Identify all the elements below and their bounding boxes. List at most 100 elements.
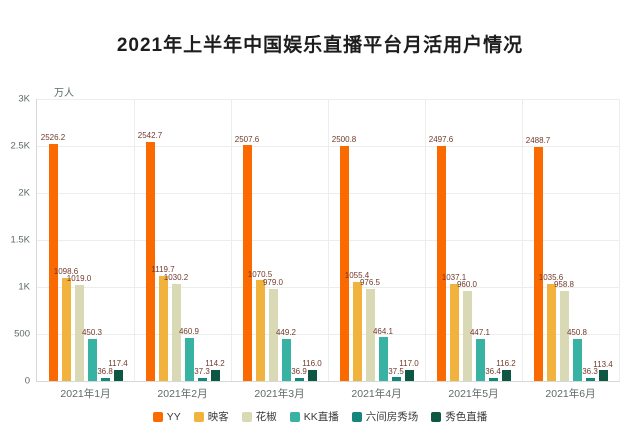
- bar-value-label: 114.2: [205, 359, 225, 369]
- bar-value-label: 116.2: [496, 359, 516, 369]
- bar-value-label: 2542.7: [137, 131, 163, 141]
- bar: 36.9: [291, 367, 307, 381]
- bar: 2542.7: [138, 131, 162, 381]
- legend-label: YY: [166, 410, 181, 423]
- bar-value-label: 979.0: [262, 278, 284, 288]
- bar: 1019.0: [67, 275, 91, 381]
- y-axis-tick-label: 500: [14, 328, 30, 340]
- legend-item[interactable]: 秀色直播: [431, 409, 487, 424]
- bar: 2526.2: [41, 133, 65, 381]
- bar: 116.0: [302, 360, 322, 381]
- y-axis-tick-label: 0: [24, 375, 30, 387]
- bar: 1037.1: [442, 273, 466, 381]
- x-axis-label: 2021年3月: [254, 388, 305, 400]
- group-separator: [425, 99, 426, 381]
- bar-value-label: 36.4: [485, 366, 501, 376]
- plot-area: 2526.2 1098.6 1019.0 450.3 36.8 117.4 2021年1月 2…: [36, 99, 620, 400]
- bar: 447.1: [470, 328, 490, 381]
- bar-group: 2500.8 1055.4 976.5 464.1 37.5 117.0 2021年4月: [328, 99, 425, 400]
- bar-value-label: 36.8: [97, 366, 113, 376]
- bar-value-label: 460.9: [178, 326, 200, 336]
- bar-value-label: 1019.0: [66, 274, 92, 284]
- legend-label: KK直播: [303, 411, 339, 423]
- bar-value-label: 36.9: [291, 366, 307, 376]
- bar-value-label: 2507.6: [234, 134, 260, 144]
- x-axis-label: 2021年6月: [545, 388, 596, 400]
- bar: 976.5: [360, 279, 380, 381]
- y-axis-tick-label: 1.5K: [10, 234, 30, 246]
- bar: 36.3: [582, 367, 598, 381]
- bar: 2500.8: [332, 135, 356, 381]
- bar-value-label: 958.8: [553, 280, 575, 290]
- bar: 2488.7: [526, 136, 550, 381]
- bar: 37.5: [388, 367, 404, 381]
- bar: 36.4: [485, 367, 501, 381]
- bar-value-label: 450.8: [566, 327, 588, 337]
- legend-swatch-icon: [241, 411, 252, 422]
- bar: 1035.6: [539, 273, 563, 381]
- bar: 2497.6: [429, 136, 453, 381]
- bar-value-label: 2488.7: [525, 136, 551, 146]
- bar-value-label: 116.0: [302, 359, 322, 369]
- bar: 1055.4: [345, 271, 369, 381]
- chart-title: 2021年上半年中国娱乐直播平台月活用户情况: [116, 35, 524, 56]
- legend-item[interactable]: KK直播: [289, 409, 339, 424]
- legend-item[interactable]: YY: [152, 410, 181, 423]
- bar-value-label: 2497.6: [428, 135, 454, 145]
- y-axis: 0 500 1K 1.5K 2K 2.5K 3K: [0, 0, 30, 431]
- bar-value-label: 37.5: [388, 366, 404, 376]
- bar: 449.2: [276, 328, 296, 381]
- legend-label: 六间房秀场: [365, 411, 419, 423]
- group-separator: [522, 99, 523, 381]
- x-axis-label: 2021年4月: [351, 388, 402, 400]
- x-axis-label: 2021年1月: [60, 388, 111, 400]
- bar: 460.9: [179, 327, 199, 381]
- legend-item[interactable]: 六间房秀场: [351, 409, 419, 424]
- bar: 117.4: [108, 359, 128, 381]
- bar-group: 2526.2 1098.6 1019.0 450.3 36.8 117.4 2021年1月: [37, 99, 134, 400]
- y-axis-tick-label: 3K: [18, 93, 30, 105]
- bar-group: 2507.6 1070.5 979.0 449.2 36.9 116.0 2021年3月: [231, 99, 328, 400]
- bar-value-label: 113.4: [593, 359, 613, 369]
- legend-swatch-icon: [351, 411, 362, 422]
- bar: 2507.6: [235, 135, 259, 381]
- legend-item[interactable]: 花椒: [241, 409, 277, 424]
- bar: 117.0: [399, 359, 419, 381]
- bar: 960.0: [457, 280, 477, 381]
- bar-value-label: 117.0: [399, 359, 419, 369]
- legend-swatch-icon: [193, 411, 204, 422]
- bar-value-label: 1035.6: [538, 272, 564, 282]
- group-separator: [231, 99, 232, 381]
- group-separator: [328, 99, 329, 381]
- bar-value-label: 449.2: [275, 327, 297, 337]
- bar: 36.8: [97, 367, 113, 381]
- group-separator: [134, 99, 135, 381]
- bar-value-label: 1030.2: [163, 273, 189, 283]
- legend-label: 秀色直播: [445, 411, 488, 423]
- bar-group: 2497.6 1037.1 960.0 447.1 36.4 116.2 2021年5月: [425, 99, 522, 400]
- legend-swatch-icon: [431, 411, 442, 422]
- bar: 113.4: [593, 360, 613, 381]
- bar: 958.8: [554, 280, 574, 381]
- bar-value-label: 2526.2: [40, 132, 66, 142]
- y-axis-tick-label: 2K: [18, 187, 30, 199]
- bar-group: 2542.7 1119.7 1030.2 460.9 37.3 114.2 2021年2月: [134, 99, 231, 400]
- legend-label: 花椒: [255, 411, 277, 423]
- bar: 1098.6: [54, 267, 78, 381]
- bar: 116.2: [496, 359, 516, 381]
- bar: 1070.5: [248, 270, 272, 381]
- bar-group: 2488.7 1035.6 958.8 450.8 36.3 113.4 2021年6月: [522, 99, 619, 400]
- legend: YY 映客 花椒 KK直播 六间房秀场 秀色直播: [0, 409, 640, 424]
- bar-value-label: 117.4: [108, 359, 128, 369]
- bar-value-label: 976.5: [359, 278, 381, 288]
- bar: 37.3: [194, 367, 210, 381]
- legend-item[interactable]: 映客: [193, 409, 229, 424]
- bar-value-label: 1098.6: [53, 266, 79, 276]
- bars-layer: 2526.2 1098.6 1019.0 450.3 36.8 117.4 2021年1月 2…: [37, 99, 619, 400]
- bar-value-label: 1119.7: [151, 264, 175, 274]
- legend-swatch-icon: [289, 411, 300, 422]
- bar: 464.1: [373, 327, 393, 381]
- bar-value-label: 1070.5: [247, 269, 273, 279]
- y-axis-tick-label: 1K: [18, 281, 30, 293]
